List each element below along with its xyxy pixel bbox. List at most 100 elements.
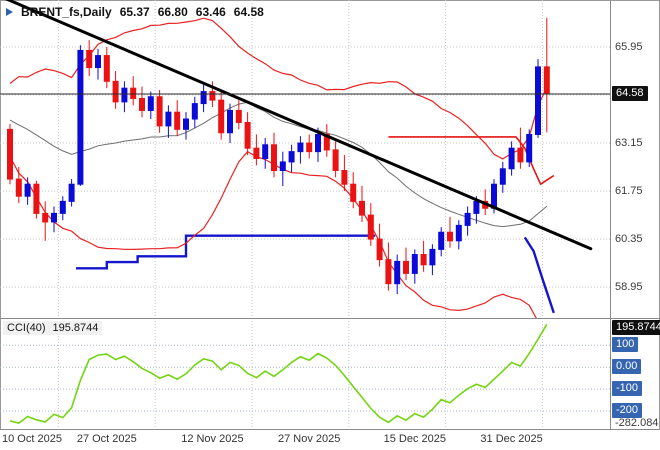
- candle: [227, 103, 233, 144]
- indicator-name: CCI(40): [7, 322, 46, 334]
- time-axis-label: 31 Dec 2025: [480, 433, 543, 445]
- candle: [218, 89, 225, 140]
- time-axis-label: 15 Dec 2025: [383, 433, 446, 445]
- bollinger-lower-line: [9, 150, 537, 318]
- candle: [165, 105, 172, 138]
- candle: [403, 247, 409, 281]
- candle: [86, 40, 93, 77]
- step-line: [523, 236, 555, 314]
- close-value: 64.58: [233, 5, 264, 19]
- one-click-trading-icon[interactable]: [6, 8, 13, 16]
- candle: [279, 151, 286, 186]
- candle: [420, 240, 427, 272]
- candle: [244, 112, 251, 156]
- trendline[interactable]: [0, 0, 593, 251]
- bollinger-upper-line: [9, 17, 548, 160]
- symbol-period-label: BRENT_fs,Daily: [21, 5, 112, 19]
- low-value: 63.46: [195, 5, 226, 19]
- candle: [508, 141, 515, 176]
- candle: [15, 167, 22, 204]
- bollinger-middle-line: [9, 101, 548, 228]
- main-plot-layer: [0, 0, 610, 318]
- candle: [156, 89, 163, 133]
- time-axis-label: 12 Nov 2025: [181, 433, 244, 445]
- candle: [95, 48, 101, 80]
- candle: [350, 172, 357, 209]
- candle: [464, 206, 471, 236]
- candle: [499, 161, 506, 193]
- candle: [517, 127, 524, 169]
- indicator-title-bar: CCI(40) 195.8744: [3, 321, 103, 335]
- candle: [323, 124, 330, 157]
- indicator-plot-layer: [9, 323, 548, 424]
- open-value: 65.37: [119, 5, 150, 19]
- candle: [385, 242, 392, 291]
- candle: [271, 132, 277, 178]
- candle: [51, 206, 57, 233]
- candle: [42, 201, 49, 241]
- axis-borders: [0, 0, 660, 430]
- candle: [183, 112, 189, 140]
- candle: [121, 81, 128, 113]
- candle: [341, 155, 348, 192]
- price-axis-label: 63.15: [615, 137, 643, 150]
- step-line: [76, 234, 376, 270]
- cci-level-tag: -200: [612, 403, 643, 419]
- candle: [288, 144, 295, 173]
- current-price-tag: 64.58: [612, 85, 648, 101]
- candle: [332, 141, 339, 178]
- candle: [543, 17, 550, 133]
- cci-level-tag: 100: [612, 337, 639, 353]
- candle: [33, 180, 40, 219]
- candle: [7, 124, 13, 185]
- time-axis-label: 27 Nov 2025: [277, 433, 341, 445]
- indicator-value: 195.8744: [52, 322, 99, 334]
- candle: [235, 100, 242, 130]
- grid-layer: [0, 0, 610, 429]
- cci-line: [9, 323, 548, 424]
- time-axis[interactable]: 10 Oct 2025 27 Oct 2025 12 Nov 2025 27 Nov …: [0, 430, 660, 450]
- candle: [77, 45, 84, 186]
- candle: [447, 216, 453, 248]
- price-axis-label: 58.95: [615, 281, 643, 294]
- candle: [174, 100, 181, 137]
- candle: [535, 59, 541, 138]
- cci-current-value-tag: 195.8744: [612, 320, 660, 335]
- panel-divider[interactable]: [0, 316, 660, 321]
- price-axis-label: 61.75: [615, 185, 643, 198]
- candle: [59, 196, 66, 221]
- candle: [376, 223, 383, 267]
- candle: [139, 86, 145, 118]
- candle: [359, 185, 365, 222]
- candle: [24, 177, 31, 205]
- candle: [68, 179, 75, 207]
- chart-title-bar: BRENT_fs,Daily 65.37 66.80 63.46 64.58: [6, 5, 264, 19]
- candle: [394, 254, 401, 294]
- candle: [526, 129, 533, 168]
- candle: [130, 76, 137, 106]
- candle: [112, 71, 119, 109]
- price-axis-label: 65.95: [615, 40, 643, 53]
- cci-level-tag: 0.00: [612, 359, 642, 375]
- cci-level-tag: -100: [612, 381, 643, 397]
- candle: [191, 96, 198, 128]
- time-axis-label: 10 Oct 2025: [2, 433, 62, 445]
- candle: [429, 244, 436, 276]
- candle: [103, 46, 110, 89]
- high-value: 66.80: [157, 5, 188, 19]
- candle: [438, 227, 445, 257]
- candle: [306, 134, 313, 159]
- candle: [253, 134, 260, 166]
- time-axis-label: 27 Oct 2025: [76, 433, 137, 445]
- price-axis-label: 60.35: [615, 233, 643, 246]
- candle: [297, 136, 304, 164]
- candle: [367, 203, 374, 246]
- candle: [147, 91, 154, 120]
- candle: [262, 137, 269, 169]
- candle: [200, 84, 207, 113]
- candle: [455, 220, 462, 250]
- price-axis[interactable]: 65.95 63.15 61.75 60.35 58.95 64.58 100 0.00 -10…: [611, 0, 660, 429]
- candle: [411, 249, 418, 284]
